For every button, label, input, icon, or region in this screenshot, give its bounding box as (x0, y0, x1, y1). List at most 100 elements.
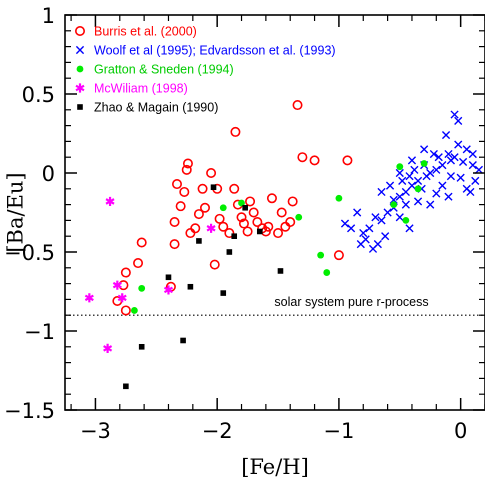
data-point (224, 228, 235, 239)
y-tick-label: 0.5 (22, 83, 55, 107)
data-point (432, 165, 441, 174)
data-point (405, 224, 414, 233)
tick-labels-group: −3 −2 −1 0 −1.5 −1 −0.5 0 0.5 1 (4, 4, 467, 443)
data-point (210, 184, 217, 191)
data-point (266, 193, 277, 204)
data-point (356, 240, 365, 249)
data-point (401, 200, 410, 209)
data-point (175, 201, 186, 212)
data-point (413, 176, 423, 185)
data-point (172, 179, 183, 190)
legend-marker (76, 65, 84, 73)
axis-ticks-group (65, 14, 485, 411)
data-point (295, 213, 303, 221)
data-point (190, 223, 201, 234)
data-point (84, 293, 94, 303)
data-point (444, 192, 453, 201)
data-point (396, 163, 404, 171)
data-point (181, 164, 192, 175)
x-tick-label: −3 (80, 419, 111, 443)
x-tick-label: −1 (323, 419, 354, 443)
data-point (256, 228, 263, 235)
data-point (422, 172, 431, 181)
data-point (401, 187, 410, 197)
data-point (252, 216, 263, 227)
data-point (471, 176, 480, 185)
data-point (434, 153, 443, 162)
data-point (287, 196, 298, 207)
legend-label: Gratton & Sneden (1994) (94, 63, 234, 77)
data-point (407, 181, 417, 190)
data-point (420, 145, 429, 154)
legend-label: McWiliam (1998) (94, 82, 188, 96)
data-point (309, 155, 320, 166)
data-point (179, 186, 190, 197)
data-point (230, 126, 241, 137)
data-point (209, 259, 220, 270)
data-point (238, 199, 245, 207)
data-point (200, 202, 211, 213)
data-point (273, 228, 284, 239)
x-axis-title: [Fe/H] (241, 455, 309, 479)
data-point (277, 268, 284, 274)
y-tick-label: 1 (42, 4, 55, 28)
data-point (196, 238, 202, 244)
data-point (444, 149, 453, 159)
data-point (138, 344, 145, 350)
plot-frame (64, 14, 485, 411)
data-point (163, 285, 174, 295)
legend-marker (75, 45, 85, 55)
data-point (454, 140, 463, 149)
data-point (185, 228, 196, 239)
data-point (280, 221, 291, 232)
data-point (285, 216, 296, 227)
data-point (365, 224, 374, 233)
data-point (371, 213, 380, 222)
data-point (368, 244, 378, 253)
data-point (317, 251, 325, 259)
data-point (206, 223, 216, 233)
data-point (130, 307, 138, 314)
data-point (413, 197, 423, 206)
data-point (450, 110, 459, 119)
data-point (395, 213, 404, 222)
data-point (398, 176, 407, 185)
data-point (292, 100, 303, 111)
data-point (169, 216, 180, 227)
data-point (454, 116, 463, 125)
data-point (446, 172, 456, 181)
data-point (390, 201, 398, 209)
legend-label: Woolf et al (1995); Edvardsson et al. (1… (94, 44, 336, 58)
data-point (197, 183, 208, 194)
data-point (458, 157, 468, 167)
data-point (385, 181, 395, 190)
data-point (138, 284, 146, 292)
data-point (353, 208, 362, 217)
data-point (219, 204, 227, 212)
legend-label: Zhao & Magain (1990) (94, 101, 218, 115)
data-point (112, 280, 122, 290)
data-point (407, 156, 417, 165)
data-point (297, 152, 308, 163)
legend-marker (77, 104, 83, 110)
data-point (377, 187, 386, 197)
data-point (468, 161, 477, 170)
data-point (420, 160, 428, 167)
data-point (123, 383, 129, 390)
data-point (220, 290, 227, 296)
data-point (323, 269, 331, 276)
data-point (242, 226, 253, 237)
data-point (229, 183, 240, 194)
data-point (214, 213, 225, 224)
data-point (438, 181, 447, 190)
data-point (468, 149, 477, 159)
data-point (405, 172, 414, 181)
data-point (395, 192, 404, 201)
data-point (193, 209, 204, 220)
data-point (231, 233, 238, 239)
data-point (426, 200, 435, 209)
legend: Burris et al. (2000) Woolf et al (1995); … (75, 25, 336, 115)
data-point (381, 232, 390, 241)
